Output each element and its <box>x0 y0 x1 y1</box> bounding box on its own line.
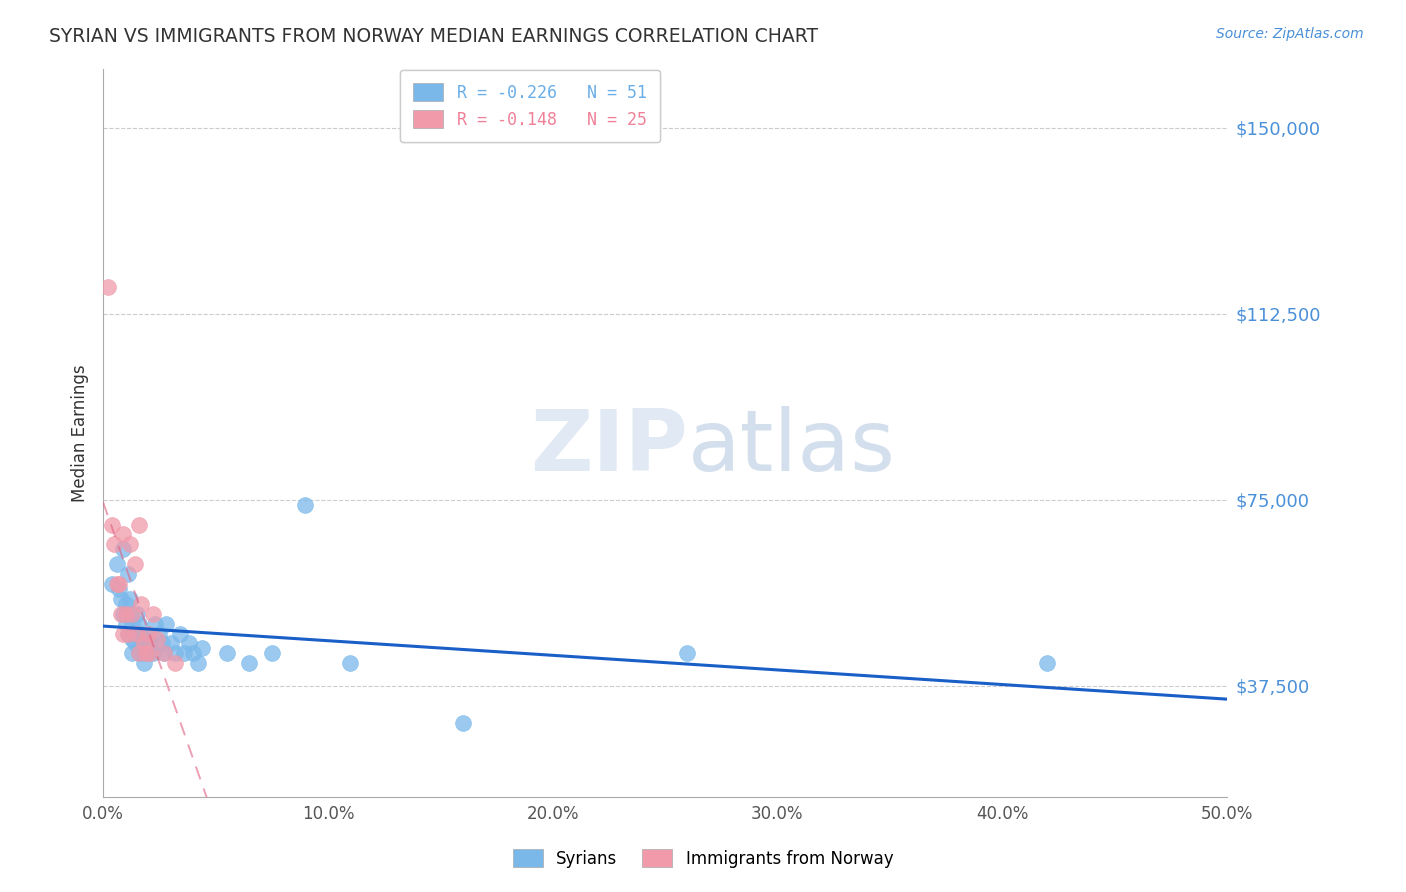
Point <box>112 607 135 621</box>
Point <box>121 616 143 631</box>
Point <box>153 647 176 661</box>
Point <box>135 647 157 661</box>
Point <box>117 626 139 640</box>
Point <box>110 591 132 606</box>
Point <box>676 647 699 661</box>
Point <box>136 626 159 640</box>
Point <box>112 527 135 541</box>
Point <box>124 626 146 640</box>
Point <box>110 607 132 621</box>
Legend: Syrians, Immigrants from Norway: Syrians, Immigrants from Norway <box>501 838 905 880</box>
Point <box>128 517 150 532</box>
Point <box>128 616 150 631</box>
Point <box>139 647 162 661</box>
Point <box>139 636 162 650</box>
Point <box>238 657 260 671</box>
Point <box>103 537 125 551</box>
Point <box>132 657 155 671</box>
Point <box>112 542 135 557</box>
Point <box>120 591 142 606</box>
Point <box>191 641 214 656</box>
Point <box>186 657 208 671</box>
Point <box>121 647 143 661</box>
Point <box>121 607 143 621</box>
Point <box>165 657 187 671</box>
Point <box>146 632 169 646</box>
Point <box>142 647 165 661</box>
Point <box>150 636 173 650</box>
Point <box>131 626 153 640</box>
Point <box>181 647 204 661</box>
Point <box>165 647 187 661</box>
Text: SYRIAN VS IMMIGRANTS FROM NORWAY MEDIAN EARNINGS CORRELATION CHART: SYRIAN VS IMMIGRANTS FROM NORWAY MEDIAN … <box>49 27 818 45</box>
Point <box>132 636 155 650</box>
Point <box>153 647 176 661</box>
Point <box>125 607 148 621</box>
Point <box>101 517 124 532</box>
Point <box>128 647 150 661</box>
Point <box>1036 657 1059 671</box>
Point <box>339 657 361 671</box>
Point <box>159 636 181 650</box>
Text: ZIP: ZIP <box>530 406 688 489</box>
Point <box>120 607 142 621</box>
Point <box>131 636 153 650</box>
Point <box>114 616 136 631</box>
Point <box>120 537 142 551</box>
Legend: R = -0.226   N = 51, R = -0.148   N = 25: R = -0.226 N = 51, R = -0.148 N = 25 <box>401 70 661 142</box>
Point <box>155 616 177 631</box>
Point <box>143 616 166 631</box>
Point <box>97 279 120 293</box>
Text: atlas: atlas <box>688 406 896 489</box>
Point <box>114 607 136 621</box>
Point <box>169 626 191 640</box>
Point <box>125 626 148 640</box>
Point <box>124 557 146 571</box>
Point <box>135 636 157 650</box>
Point <box>117 626 139 640</box>
Text: Source: ZipAtlas.com: Source: ZipAtlas.com <box>1216 27 1364 41</box>
Point <box>101 577 124 591</box>
Point <box>142 607 165 621</box>
Point <box>136 647 159 661</box>
Point <box>124 636 146 650</box>
Point <box>215 647 238 661</box>
Point <box>132 647 155 661</box>
Point <box>117 567 139 582</box>
Point <box>173 647 195 661</box>
Point <box>294 498 316 512</box>
Point <box>148 626 170 640</box>
Point <box>105 557 128 571</box>
Point <box>121 632 143 646</box>
Point <box>125 626 148 640</box>
Point <box>114 597 136 611</box>
Point <box>105 577 128 591</box>
Point <box>260 647 283 661</box>
Point <box>177 636 200 650</box>
Y-axis label: Median Earnings: Median Earnings <box>72 364 89 501</box>
Point <box>128 647 150 661</box>
Point <box>108 582 131 596</box>
Point <box>136 626 159 640</box>
Point <box>108 577 131 591</box>
Point <box>112 626 135 640</box>
Point <box>131 597 153 611</box>
Point <box>451 715 474 730</box>
